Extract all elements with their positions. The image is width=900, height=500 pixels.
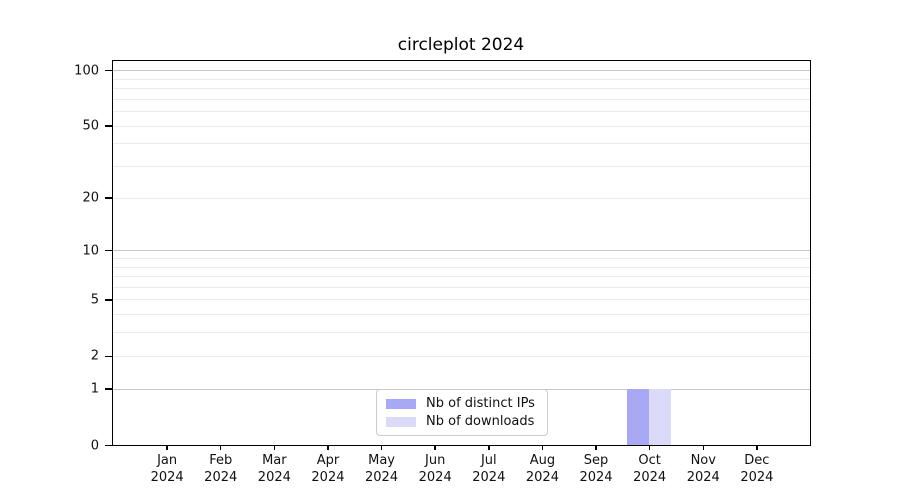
y-tick-label: 5	[90, 292, 99, 308]
x-tick-year: 2024	[150, 470, 184, 485]
x-tick-mark	[380, 445, 383, 450]
x-tick-mark	[488, 445, 490, 450]
y-tick-mark	[105, 249, 112, 252]
y-tick-mark	[105, 355, 112, 357]
x-tick-year: 2024	[579, 470, 613, 485]
x-tick-month: Oct	[638, 453, 661, 468]
x-tick-label: Sep 2024	[579, 452, 612, 486]
y-tick-label: 20	[82, 190, 99, 206]
x-tick-year: 2024	[740, 470, 774, 485]
x-tick-mark	[166, 445, 168, 450]
x-tick-mark	[756, 445, 758, 450]
gridline-minor	[113, 78, 810, 80]
chart-title: circleplot 2024	[397, 35, 525, 55]
legend-row: Nb of downloads	[386, 414, 535, 429]
x-tick-year: 2024	[633, 470, 667, 485]
x-tick-label: May 2024	[365, 452, 398, 486]
gridline-minor	[113, 332, 810, 334]
y-tick-label: 2	[90, 348, 99, 364]
y-tick-label: 100	[74, 63, 99, 79]
x-tick-year: 2024	[472, 470, 506, 485]
y-tick-mark	[105, 69, 112, 72]
gridline-minor	[113, 257, 810, 259]
x-tick-mark	[434, 445, 436, 450]
x-tick-label: Nov 2024	[687, 452, 720, 486]
x-tick-mark	[648, 445, 651, 450]
x-tick-month: Nov	[690, 453, 716, 468]
x-tick-label: Oct 2024	[633, 452, 666, 486]
y-tick-mark	[105, 444, 112, 447]
x-tick-mark	[219, 445, 222, 450]
legend-label: Nb of downloads	[426, 414, 535, 429]
gridline-major	[113, 250, 810, 252]
y-tick-label: 0	[90, 438, 99, 453]
gridline-minor	[113, 125, 810, 127]
y-tick-mark	[105, 125, 112, 127]
x-tick-label: Aug 2024	[526, 452, 559, 486]
gridline-minor	[113, 98, 810, 100]
legend-label: Nb of distinct IPs	[426, 396, 535, 411]
x-tick-month: Jun	[425, 453, 446, 468]
gridline-minor	[113, 266, 810, 268]
gridline-minor	[113, 166, 810, 168]
x-tick-year: 2024	[204, 470, 238, 485]
gridline-minor	[113, 143, 810, 145]
x-tick-year: 2024	[525, 470, 559, 485]
x-tick-label: Apr 2024	[311, 452, 344, 486]
x-tick-month: Mar	[262, 453, 287, 468]
x-tick-label: Jun 2024	[419, 452, 452, 486]
plot-area: Nb of distinct IPs Nb of downloads	[112, 60, 811, 446]
x-tick-year: 2024	[686, 470, 720, 485]
gridline-minor	[113, 111, 810, 113]
x-tick-label: Dec 2024	[740, 452, 773, 486]
gridline-minor	[113, 197, 810, 199]
y-tick-label: 50	[82, 118, 99, 134]
gridline-minor	[113, 88, 810, 90]
bar	[627, 388, 650, 445]
gridline-minor	[113, 314, 810, 316]
x-tick-year: 2024	[311, 470, 345, 485]
gridline-minor	[113, 355, 810, 357]
x-tick-year: 2024	[418, 470, 452, 485]
x-tick-month: Dec	[744, 453, 770, 468]
x-tick-label: Jul 2024	[472, 452, 505, 486]
x-tick-mark	[541, 445, 544, 450]
y-tick-mark	[105, 388, 112, 390]
x-tick-label: Jan 2024	[151, 452, 184, 486]
gridline-major	[113, 70, 810, 72]
y-tick-label: 10	[82, 243, 99, 259]
x-tick-month: Aug	[529, 453, 556, 468]
x-tick-year: 2024	[257, 470, 291, 485]
x-tick-month: May	[368, 453, 395, 468]
bar	[649, 388, 672, 445]
legend-row: Nb of distinct IPs	[386, 396, 535, 411]
gridline-minor	[113, 276, 810, 278]
gridline-minor	[113, 286, 810, 288]
x-tick-month: Sep	[583, 453, 609, 468]
x-tick-year: 2024	[365, 470, 399, 485]
x-tick-mark	[273, 445, 276, 450]
x-tick-month: Feb	[209, 453, 233, 468]
legend-swatch	[386, 416, 416, 427]
y-tick-mark	[105, 299, 112, 301]
x-tick-mark	[595, 445, 597, 450]
legend-swatch	[386, 398, 416, 409]
x-tick-month: Jul	[480, 453, 497, 468]
x-tick-month: Apr	[316, 453, 340, 468]
gridline-minor	[113, 299, 810, 301]
x-tick-mark	[327, 445, 329, 450]
x-tick-label: Mar 2024	[258, 452, 291, 486]
y-tick-mark	[105, 197, 112, 199]
x-tick-label: Feb 2024	[204, 452, 237, 486]
x-tick-mark	[702, 445, 705, 450]
legend: Nb of distinct IPs Nb of downloads	[376, 389, 548, 436]
y-tick-label: 1	[90, 381, 99, 397]
x-tick-month: Jan	[157, 453, 178, 468]
